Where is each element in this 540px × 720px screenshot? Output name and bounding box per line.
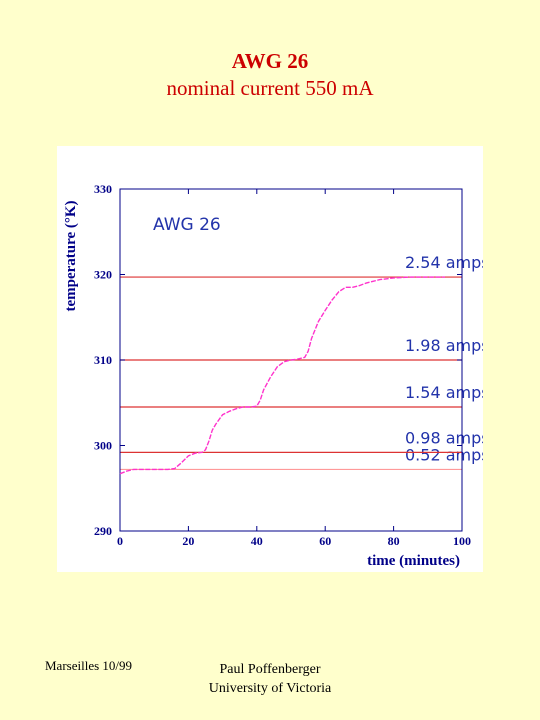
reference-line-label: 1.98 amps <box>405 336 483 355</box>
slide-title: AWG 26 <box>231 49 309 73</box>
reference-line-label: 0.98 amps <box>405 428 483 447</box>
chart-title: AWG 26 <box>153 215 221 235</box>
reference-line-label: 2.54 amps <box>405 253 483 272</box>
y-tick-label: 300 <box>94 439 112 453</box>
footer-author: Paul Poffenberger <box>219 662 321 677</box>
y-tick-label: 310 <box>94 353 112 367</box>
x-tick-label: 80 <box>388 534 400 548</box>
footer-venue: Marseilles 10/99 <box>45 658 133 673</box>
x-axis-label: time (minutes) <box>367 553 460 569</box>
x-tick-label: 0 <box>117 534 123 548</box>
chart-panel: 0.52 amps 0.98 amps 1.54 amps 1.98 amps 2.54… <box>57 146 483 572</box>
x-tick-label: 40 <box>251 534 263 548</box>
x-tick-label: 20 <box>182 534 194 548</box>
slide-subtitle: nominal current 550 mA <box>166 76 374 100</box>
y-tick-label: 290 <box>94 524 112 538</box>
slide-title-block: AWG 26 nominal current 550 mA <box>0 48 540 102</box>
x-tick-label: 100 <box>453 534 471 548</box>
reference-line-label: 1.54 amps <box>405 383 483 402</box>
y-tick-label: 330 <box>94 182 112 196</box>
footer-credit: Paul Poffenberger University of Victoria <box>180 660 360 698</box>
y-axis-label: temperature (°K) <box>63 200 79 311</box>
reference-line-label: 0.52 amps <box>405 445 483 464</box>
footer-affiliation: University of Victoria <box>208 681 332 696</box>
x-tick-label: 60 <box>319 534 331 548</box>
y-tick-label: 320 <box>94 268 112 282</box>
temperature-series-line <box>119 276 445 475</box>
